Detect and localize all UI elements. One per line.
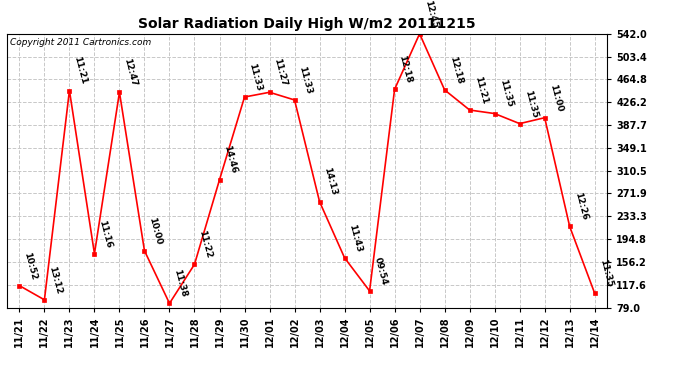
Text: 12:45: 12:45 xyxy=(422,0,439,29)
Text: 10:00: 10:00 xyxy=(148,216,164,246)
Text: 14:13: 14:13 xyxy=(322,166,339,197)
Text: 11:33: 11:33 xyxy=(248,62,264,92)
Text: 11:38: 11:38 xyxy=(172,268,188,298)
Text: 11:21: 11:21 xyxy=(72,56,88,86)
Text: 10:52: 10:52 xyxy=(22,251,39,281)
Text: 11:00: 11:00 xyxy=(548,83,564,113)
Text: 09:54: 09:54 xyxy=(373,256,388,286)
Text: 14:46: 14:46 xyxy=(222,145,239,175)
Text: 11:21: 11:21 xyxy=(473,75,489,105)
Text: 13:12: 13:12 xyxy=(48,265,63,295)
Text: 12:26: 12:26 xyxy=(573,192,589,222)
Text: 11:35: 11:35 xyxy=(598,258,614,288)
Text: 11:43: 11:43 xyxy=(348,223,364,253)
Text: 11:22: 11:22 xyxy=(197,230,214,260)
Text: 11:16: 11:16 xyxy=(97,219,114,249)
Text: 12:18: 12:18 xyxy=(397,54,414,84)
Title: Solar Radiation Daily High W/m2 20111215: Solar Radiation Daily High W/m2 20111215 xyxy=(138,17,476,31)
Text: 11:35: 11:35 xyxy=(497,79,514,109)
Text: 12:47: 12:47 xyxy=(122,57,139,87)
Text: 11:35: 11:35 xyxy=(522,89,539,119)
Text: 11:27: 11:27 xyxy=(273,57,288,87)
Text: Copyright 2011 Cartronics.com: Copyright 2011 Cartronics.com xyxy=(10,38,151,47)
Text: 12:18: 12:18 xyxy=(448,55,464,85)
Text: 11:33: 11:33 xyxy=(297,65,314,95)
